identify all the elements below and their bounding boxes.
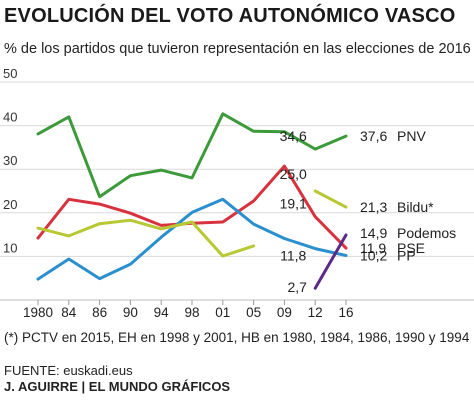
credit-line: J. AGUIRRE | EL MUNDO GRÁFICOS: [4, 379, 231, 394]
x-tick-label: 84: [61, 305, 77, 320]
series-line-podemos: [313, 233, 348, 290]
series-name-label-pse: PSE: [397, 240, 425, 256]
x-axis-ticks: 1980 84 86 90 94 98 01 05 09 12 16: [23, 300, 354, 320]
series-line-bildu: [36, 218, 256, 258]
x-tick-label: 98: [184, 305, 199, 320]
source-line: FUENTE: euskadi.eus: [4, 363, 133, 378]
y-tick-label: 10: [3, 240, 17, 255]
end-value-label-pse: 11,9: [360, 240, 386, 256]
x-tick-label: 12: [308, 305, 323, 320]
series-line-pp: [36, 197, 348, 281]
end-value-label-bildu: 21,3: [360, 199, 387, 215]
x-tick-label: 94: [154, 305, 170, 320]
x-tick-label: 1980: [23, 305, 53, 320]
x-tick-label: 09: [277, 305, 292, 320]
line-chart: 10 20 30 40 50 1980 84 86 90 94 98 01 05 09 12 16 37,6…: [0, 66, 474, 320]
chart-subtitle: % de los partidos que tuvieron represent…: [4, 41, 471, 57]
prev-value-label-podemos: 2,7: [287, 279, 307, 295]
x-tick-label: 01: [215, 305, 230, 320]
data-labels: 37,6 PNV 34,6 11,9 PSE 19,1 10,2 PP 11,8 21,3 Bild…: [280, 128, 457, 295]
series-lines: [36, 112, 348, 290]
y-tick-label: 40: [3, 110, 17, 125]
end-value-label-pp: 10,2: [360, 248, 387, 264]
series-name-label-pnv: PNV: [397, 128, 426, 144]
series-line-bildu: [313, 189, 348, 209]
prev-value-label-bildu: 25,0: [280, 166, 307, 182]
x-tick-label: 86: [92, 305, 107, 320]
y-tick-label: 30: [3, 153, 17, 168]
gridlines: [0, 81, 474, 301]
y-tick-label: 50: [3, 66, 17, 81]
series-name-label-podemos: Podemos: [397, 225, 456, 241]
x-tick-label: 16: [338, 305, 353, 320]
series-name-label-bildu: Bildu*: [397, 199, 434, 215]
series-name-label-pp: PP: [397, 248, 416, 264]
x-tick-label: 90: [123, 305, 138, 320]
y-axis-ticks: 10 20 30 40 50: [3, 66, 17, 255]
x-tick-label: 05: [246, 305, 261, 320]
prev-value-label-pse: 19,1: [280, 196, 307, 212]
prev-value-label-pnv: 34,6: [280, 128, 307, 144]
end-value-label-pnv: 37,6: [360, 128, 387, 144]
end-value-label-podemos: 14,9: [360, 225, 387, 241]
prev-value-label-pp: 11,8: [280, 248, 306, 264]
chart-title: EVOLUCIÓN DEL VOTO AUTONÓMICO VASCO: [4, 5, 456, 27]
footnote: (*) PCTV en 2015, EH en 1998 y 2001, HB …: [4, 330, 470, 345]
y-tick-label: 20: [3, 197, 17, 212]
series-line-pnv: [36, 112, 348, 199]
